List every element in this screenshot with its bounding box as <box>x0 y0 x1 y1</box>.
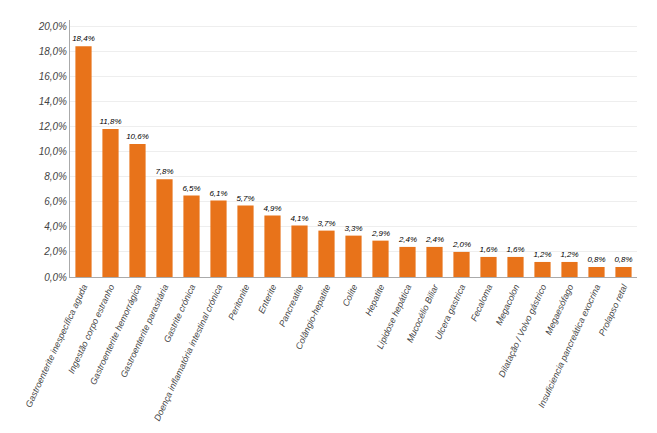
svg-text:14,0%: 14,0% <box>39 96 67 107</box>
svg-text:12,0%: 12,0% <box>39 121 67 132</box>
svg-text:Doença inflamatória intestinal: Doença inflamatória intestinal crónica <box>152 283 224 423</box>
svg-text:Colite: Colite <box>341 283 360 308</box>
svg-text:1,6%: 1,6% <box>479 245 497 254</box>
svg-text:1,2%: 1,2% <box>560 250 578 259</box>
svg-text:7,8%: 7,8% <box>155 167 173 176</box>
svg-text:1,2%: 1,2% <box>533 250 551 259</box>
svg-text:3,7%: 3,7% <box>317 219 335 228</box>
svg-text:Gastrite crónica: Gastrite crónica <box>162 283 198 344</box>
svg-text:0,8%: 0,8% <box>614 255 632 264</box>
svg-text:8,0%: 8,0% <box>44 171 67 182</box>
svg-text:20,0%: 20,0% <box>38 21 67 32</box>
svg-text:Ingestão corpo estranho: Ingestão corpo estranho <box>66 283 116 375</box>
svg-text:Hepatite: Hepatite <box>363 283 386 318</box>
svg-text:Peritonite: Peritonite <box>226 283 251 322</box>
svg-text:Megacolon: Megacolon <box>494 283 522 327</box>
svg-text:Gastroenterite inespecífica ag: Gastroenterite inespecífica aguda <box>23 283 89 409</box>
svg-text:1,6%: 1,6% <box>506 245 524 254</box>
svg-text:0,8%: 0,8% <box>587 255 605 264</box>
svg-text:2,4%: 2,4% <box>398 235 417 244</box>
svg-text:Ulcera gastrica: Ulcera gastrica <box>433 283 467 342</box>
svg-text:4,9%: 4,9% <box>263 204 281 213</box>
svg-text:Pancreatite: Pancreatite <box>277 283 305 328</box>
svg-text:Megaesófago: Megaesófago <box>543 283 575 337</box>
svg-text:Insuficiencia pancreática exoc: Insuficiencia pancreática exocrina <box>536 283 602 410</box>
svg-text:6,1%: 6,1% <box>209 189 227 198</box>
svg-text:11,8%: 11,8% <box>99 117 121 126</box>
svg-text:2,0%: 2,0% <box>43 246 67 257</box>
svg-text:6,5%: 6,5% <box>182 184 200 193</box>
svg-text:18,4%: 18,4% <box>72 34 95 43</box>
svg-text:16,0%: 16,0% <box>39 71 67 82</box>
svg-text:Mucocélio Biliar: Mucocélio Biliar <box>405 282 441 344</box>
svg-text:2,0%: 2,0% <box>452 240 471 249</box>
svg-text:10,6%: 10,6% <box>126 132 149 141</box>
svg-text:Dilatação / Volvo gástrico: Dilatação / Volvo gástrico <box>497 283 549 379</box>
svg-text:Lipidose hepática: Lipidose hepática <box>375 283 414 351</box>
svg-text:4,1%: 4,1% <box>290 214 308 223</box>
svg-text:Enterite: Enterite <box>256 283 278 315</box>
svg-text:2,9%: 2,9% <box>371 229 390 238</box>
svg-text:5,7%: 5,7% <box>236 194 254 203</box>
svg-text:Prolapso retal: Prolapso retal <box>597 282 630 337</box>
svg-text:4,0%: 4,0% <box>44 221 67 232</box>
svg-text:0,0%: 0,0% <box>44 272 67 283</box>
svg-text:10,0%: 10,0% <box>39 146 67 157</box>
svg-text:Colângio-hepatite: Colângio-hepatite <box>294 283 333 351</box>
svg-text:2,4%: 2,4% <box>425 235 444 244</box>
svg-text:Gastroenterite hemorrágica: Gastroenterite hemorrágica <box>88 283 143 387</box>
svg-text:Gastroenterite parasitária: Gastroenterite parasitária <box>118 283 170 379</box>
svg-text:6,0%: 6,0% <box>44 196 67 207</box>
svg-text:3,3%: 3,3% <box>344 224 362 233</box>
svg-text:18,0%: 18,0% <box>39 46 67 57</box>
svg-text:Fecaloma: Fecaloma <box>469 283 495 323</box>
